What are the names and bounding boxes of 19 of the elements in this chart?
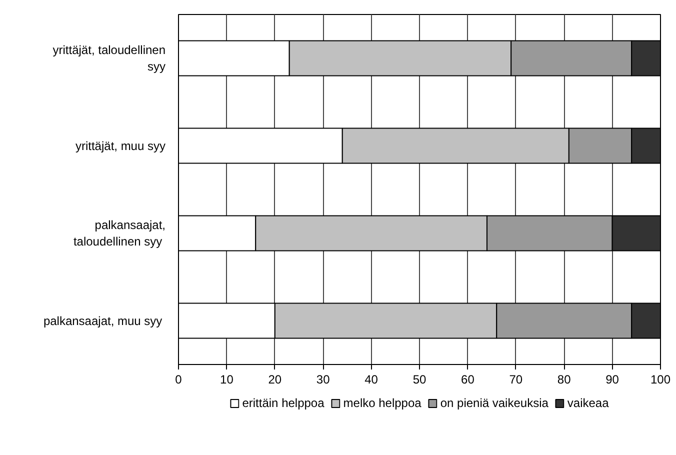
legend-label: erittäin helppoa <box>242 396 324 410</box>
x-tick-label: 70 <box>509 372 523 386</box>
x-tick-label: 10 <box>220 372 234 386</box>
x-tick-label: 60 <box>461 372 475 386</box>
legend-label: vaikeaa <box>567 396 609 410</box>
x-tick-label: 0 <box>175 372 182 386</box>
legend-label: on pieniä vaikeuksia <box>440 396 548 410</box>
y-tick-label: yrittäjät, muu syy <box>75 138 166 153</box>
y-tick-label: yrittäjät, taloudellinen syy <box>52 42 166 74</box>
x-tick-label: 30 <box>316 372 330 386</box>
y-tick-label: palkansaajat, taloudellinen syy <box>73 218 166 249</box>
x-tick-label: 80 <box>557 372 572 386</box>
x-tick-label: 50 <box>412 372 426 386</box>
x-tick-label: 40 <box>364 372 378 386</box>
x-tick-label: 20 <box>268 372 282 386</box>
x-tick-label: 100 <box>650 372 671 386</box>
y-tick-label: palkansaajat, muu syy <box>43 314 162 328</box>
x-tick-label: 90 <box>606 372 620 386</box>
legend-label: melko helppoa <box>343 396 422 410</box>
